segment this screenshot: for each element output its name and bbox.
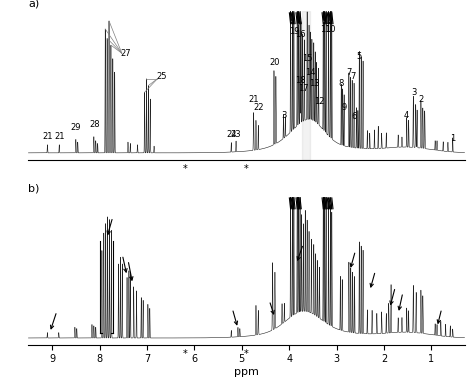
- Text: 19: 19: [290, 21, 300, 36]
- Text: 4: 4: [404, 111, 410, 120]
- Text: 21: 21: [42, 133, 53, 141]
- Text: 29: 29: [71, 123, 81, 132]
- Text: *: *: [244, 349, 249, 359]
- Text: 7: 7: [346, 68, 352, 77]
- X-axis label: ppm: ppm: [234, 367, 259, 377]
- Text: 17: 17: [298, 84, 309, 93]
- Text: 6: 6: [352, 112, 357, 121]
- Text: 22: 22: [253, 103, 264, 112]
- Text: 27: 27: [121, 49, 131, 58]
- Text: 2: 2: [418, 95, 424, 104]
- Text: 28: 28: [90, 120, 100, 129]
- Text: 25: 25: [156, 72, 167, 81]
- Text: 5: 5: [356, 52, 362, 61]
- Text: 10: 10: [325, 21, 336, 34]
- Text: 21: 21: [248, 95, 259, 104]
- Text: 18: 18: [295, 76, 306, 85]
- Text: 16: 16: [295, 24, 305, 39]
- Text: 13: 13: [309, 79, 319, 88]
- Text: 3: 3: [282, 111, 287, 120]
- Text: 15: 15: [302, 54, 312, 63]
- Text: *: *: [244, 164, 249, 174]
- Text: 11: 11: [320, 21, 330, 34]
- Text: 12: 12: [314, 97, 324, 106]
- Text: *: *: [182, 164, 187, 174]
- Text: 24: 24: [226, 130, 237, 139]
- Text: 14: 14: [305, 68, 315, 77]
- Text: b): b): [28, 183, 40, 194]
- Text: 20: 20: [270, 58, 280, 67]
- Text: 9: 9: [341, 103, 347, 112]
- Text: a): a): [28, 0, 40, 8]
- Text: 3: 3: [411, 88, 417, 97]
- Text: 8: 8: [338, 79, 344, 88]
- Text: *: *: [182, 349, 187, 359]
- Text: 7: 7: [350, 72, 356, 81]
- Text: 1: 1: [450, 134, 456, 143]
- Text: 21: 21: [54, 133, 64, 141]
- Bar: [302, 11, 310, 160]
- Text: 23: 23: [231, 130, 241, 139]
